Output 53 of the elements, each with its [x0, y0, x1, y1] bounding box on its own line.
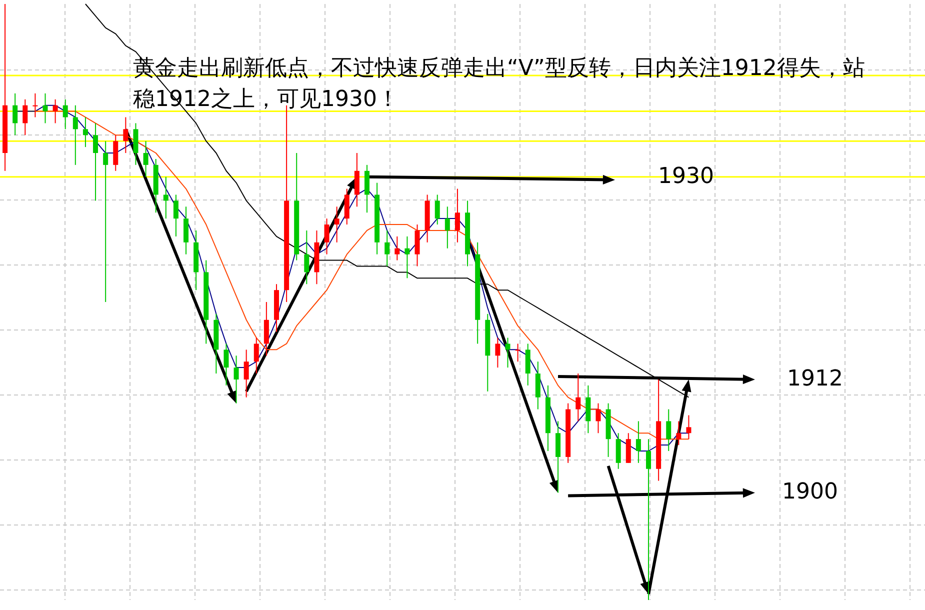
- annotation: 1900: [782, 480, 838, 505]
- candlestick: [264, 302, 269, 356]
- candlestick: [495, 337, 500, 368]
- candlestick: [52, 98, 58, 124]
- candlestick: [234, 355, 239, 404]
- candlestick: [686, 414, 692, 440]
- candlestick: [646, 438, 652, 600]
- candlestick: [304, 230, 310, 285]
- candlestick: [535, 361, 540, 410]
- candlestick: [364, 164, 370, 214]
- candlestick: [394, 236, 400, 261]
- candlestick: [184, 206, 189, 255]
- candlestick: [93, 122, 98, 202]
- candlestick: [254, 337, 259, 374]
- candlestick: [354, 152, 360, 208]
- candlestick: [82, 116, 88, 148]
- candlestick: [626, 432, 631, 464]
- candlestick: [334, 206, 340, 243]
- candlestick: [666, 408, 672, 452]
- candlestick: [163, 176, 168, 220]
- candlestick: [244, 349, 249, 398]
- candlestick: [384, 230, 390, 267]
- candlestick: [72, 104, 78, 166]
- candlestick: [636, 420, 641, 464]
- candlestick: [676, 420, 682, 446]
- candlestick: [556, 420, 561, 494]
- candlestick: [454, 188, 460, 243]
- candlestick: [133, 122, 138, 166]
- candlestick: [224, 343, 229, 386]
- candlestick: [32, 92, 38, 118]
- candlestick: [525, 343, 530, 386]
- candlestick: [404, 236, 410, 279]
- candlestick: [62, 98, 68, 130]
- annotation: 1912: [787, 366, 843, 392]
- candlestick: [586, 384, 591, 434]
- candlestick: [616, 432, 621, 470]
- candlestick: [344, 188, 350, 226]
- candlestick: [113, 134, 118, 172]
- candlestick: [414, 224, 420, 267]
- candlestick: [434, 194, 440, 226]
- candlestick: [22, 98, 28, 136]
- candlestick: [12, 92, 18, 136]
- candlestick: [103, 140, 108, 302]
- candlestick: [444, 206, 450, 249]
- candlestick: [173, 194, 178, 237]
- candlestick: [596, 402, 601, 434]
- candlestick: [324, 218, 330, 255]
- candlestick: [123, 116, 128, 154]
- candlestick: [505, 337, 510, 368]
- candlestick: [42, 92, 48, 124]
- candlestick: [576, 373, 581, 422]
- candlestick: [515, 343, 520, 362]
- candlestick: [143, 140, 148, 178]
